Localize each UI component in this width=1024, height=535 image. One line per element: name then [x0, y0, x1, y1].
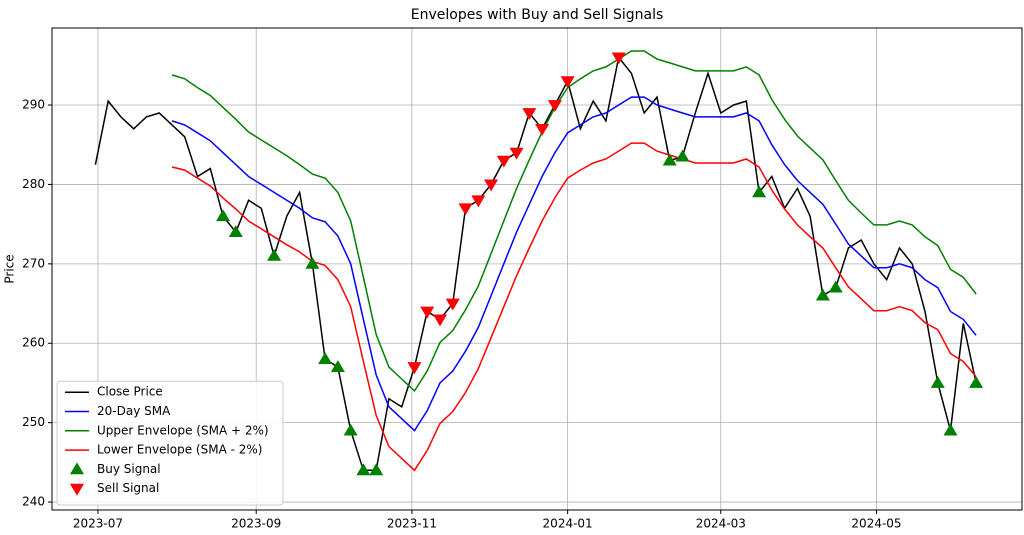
- legend-label: 20-Day SMA: [97, 404, 171, 418]
- x-tick-label: 2024-05: [851, 517, 901, 531]
- x-tick-label: 2023-09: [231, 517, 281, 531]
- signal-marker: [535, 123, 550, 136]
- y-axis-label: Price: [3, 254, 17, 283]
- legend-label: Upper Envelope (SMA + 2%): [97, 423, 269, 437]
- signal-marker: [420, 306, 435, 319]
- signal-marker: [815, 288, 830, 301]
- x-tick-label: 2024-01: [543, 517, 593, 531]
- plot-frame: [51, 27, 1023, 511]
- signal-marker: [343, 423, 358, 436]
- y-tick-label: 280: [22, 177, 45, 191]
- x-tick-label: 2024-03: [696, 517, 746, 531]
- signal-marker: [662, 153, 677, 166]
- legend-label: Close Price: [97, 385, 163, 399]
- signal-marker: [509, 147, 524, 160]
- line: [171, 142, 977, 472]
- signal-marker: [356, 463, 371, 476]
- line: [171, 96, 977, 432]
- signal-marker: [560, 76, 575, 89]
- signal-marker: [930, 375, 945, 388]
- signal-marker: [611, 52, 626, 65]
- signal-marker: [267, 248, 282, 261]
- legend-label: Lower Envelope (SMA - 2%): [97, 443, 262, 457]
- legend-label: Sell Signal: [97, 481, 159, 495]
- signal-marker: [458, 203, 473, 216]
- signal-marker: [547, 100, 562, 113]
- signal-marker: [943, 423, 958, 436]
- legend-marker: [70, 462, 84, 475]
- y-tick-label: 270: [22, 256, 45, 270]
- signal-marker: [445, 298, 460, 311]
- signal-marker: [522, 108, 537, 120]
- y-tick-label: 240: [22, 495, 45, 509]
- signal-marker: [330, 360, 345, 372]
- line: [171, 50, 977, 393]
- signal-marker: [471, 195, 486, 208]
- y-tick-label: 290: [22, 98, 45, 112]
- signal-marker: [675, 149, 690, 162]
- signal-marker: [828, 280, 843, 293]
- y-tick-label: 250: [22, 415, 45, 429]
- signal-marker: [496, 155, 511, 168]
- signal-marker: [216, 209, 231, 222]
- legend-marker: [70, 483, 84, 496]
- legend-box: [56, 380, 284, 506]
- signal-marker: [305, 256, 320, 269]
- signal-marker: [433, 314, 447, 327]
- x-tick-label: 2023-11: [387, 517, 437, 531]
- signal-marker: [369, 463, 384, 476]
- x-tick-label: 2023-07: [73, 517, 123, 531]
- y-tick-label: 260: [22, 336, 45, 350]
- signal-marker: [318, 352, 333, 365]
- signal-marker: [228, 225, 243, 237]
- signal-marker: [407, 362, 422, 375]
- signal-marker: [752, 185, 767, 198]
- signal-marker: [484, 179, 499, 192]
- chart-title: Envelopes with Buy and Sell Signals: [411, 7, 664, 23]
- legend-label: Buy Signal: [97, 462, 161, 476]
- signal-marker: [969, 375, 984, 388]
